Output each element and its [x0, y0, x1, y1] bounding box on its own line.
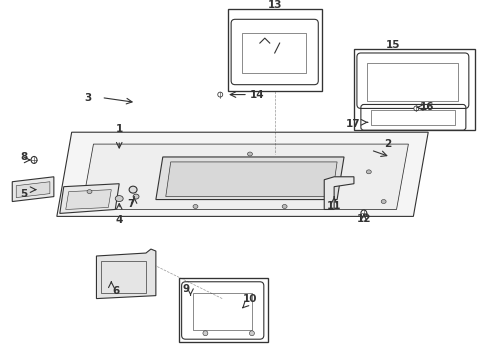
Bar [367, 63, 458, 100]
Bar [371, 111, 455, 125]
Ellipse shape [193, 204, 198, 208]
Ellipse shape [115, 195, 123, 202]
Polygon shape [156, 157, 344, 199]
Ellipse shape [381, 199, 386, 203]
Text: 9: 9 [182, 284, 189, 294]
Text: 8: 8 [21, 152, 28, 162]
Text: 12: 12 [357, 214, 371, 224]
Bar [242, 33, 306, 73]
Ellipse shape [282, 204, 287, 208]
Ellipse shape [361, 210, 367, 217]
Polygon shape [16, 182, 50, 198]
Text: 7: 7 [127, 198, 135, 208]
Polygon shape [82, 144, 408, 210]
Text: 5: 5 [21, 189, 28, 199]
Ellipse shape [87, 190, 92, 194]
Text: 10: 10 [243, 294, 257, 303]
Ellipse shape [129, 186, 137, 193]
Text: 16: 16 [420, 103, 435, 112]
Bar [179, 278, 268, 342]
Text: 1: 1 [116, 124, 123, 134]
Text: 6: 6 [113, 286, 120, 296]
Polygon shape [166, 162, 337, 197]
Text: 13: 13 [268, 0, 282, 10]
Ellipse shape [367, 170, 371, 174]
Polygon shape [97, 249, 156, 298]
Text: 17: 17 [346, 119, 361, 129]
Bar [101, 261, 146, 293]
Polygon shape [324, 177, 354, 210]
Polygon shape [57, 132, 428, 216]
Text: 11: 11 [327, 202, 342, 211]
Ellipse shape [203, 331, 208, 336]
Bar [193, 293, 252, 330]
Ellipse shape [249, 331, 254, 336]
Ellipse shape [31, 157, 37, 163]
Ellipse shape [133, 194, 139, 199]
Text: 14: 14 [250, 90, 265, 100]
Text: 3: 3 [84, 93, 92, 103]
Text: 2: 2 [384, 139, 391, 149]
Bar [228, 9, 322, 91]
Text: 4: 4 [116, 215, 123, 225]
Text: 15: 15 [386, 40, 401, 50]
Bar [354, 49, 475, 130]
Ellipse shape [414, 106, 419, 111]
Polygon shape [66, 190, 111, 210]
Ellipse shape [218, 92, 223, 97]
Ellipse shape [247, 152, 252, 156]
Polygon shape [60, 184, 119, 213]
Polygon shape [12, 177, 54, 202]
